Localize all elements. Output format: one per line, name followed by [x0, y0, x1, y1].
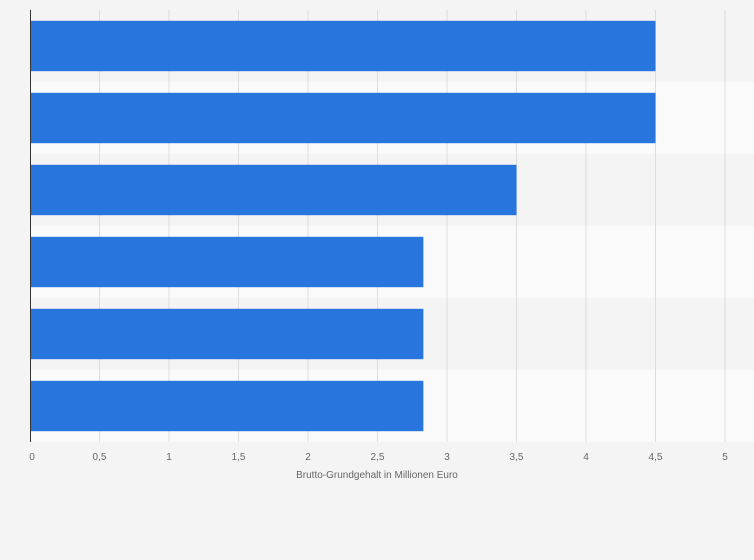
x-tick-label: 1,5: [232, 452, 246, 463]
bar[interactable]: [30, 308, 424, 360]
x-tick-label: 0: [29, 452, 35, 463]
x-tick-label: 3: [444, 452, 450, 463]
x-axis-title: Brutto-Grundgehalt in Millionen Euro: [296, 470, 458, 481]
x-tick-label: 3,5: [510, 452, 524, 463]
gridlines: [99, 10, 726, 442]
bar[interactable]: [30, 164, 517, 216]
x-tick-label: 4: [583, 452, 589, 463]
bar[interactable]: [30, 236, 424, 288]
x-tick-label: 2: [305, 452, 311, 463]
x-tick-label: 4,5: [649, 452, 663, 463]
bar[interactable]: [30, 380, 424, 432]
bar[interactable]: [30, 92, 656, 144]
x-tick-label: 2,5: [371, 452, 385, 463]
bar[interactable]: [30, 20, 656, 72]
x-tick-labels: 0 0,5 1 1,5 2 2,5 3 3,5 4 4,5 5: [29, 452, 728, 463]
x-tick-label: 0,5: [93, 452, 107, 463]
x-tick-label: 1: [166, 452, 172, 463]
bars: [30, 20, 656, 432]
x-tick-label: 5: [722, 452, 728, 463]
